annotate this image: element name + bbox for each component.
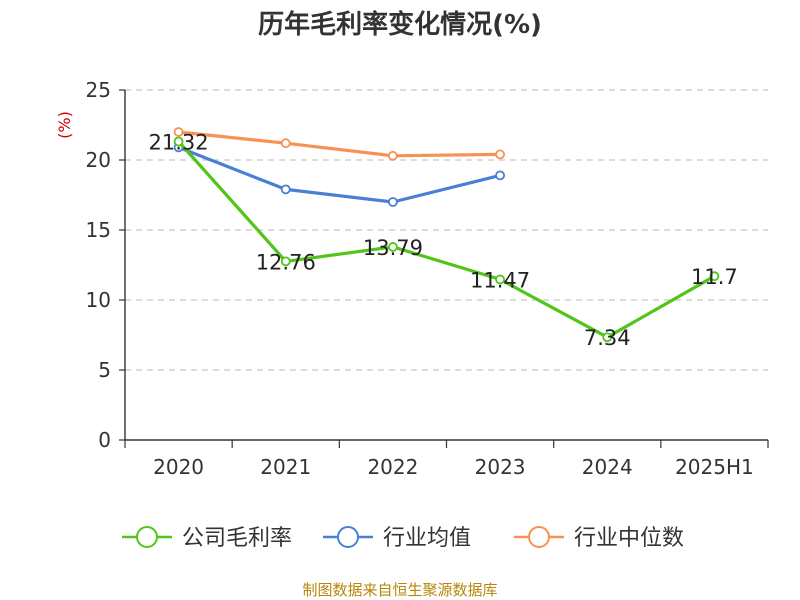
grid-lines [125, 89, 768, 371]
data-point [173, 127, 184, 137]
data-label: 12.76 [256, 250, 316, 274]
legend-item[interactable]: 行业中位数 [514, 526, 684, 551]
legend-label: 行业中位数 [574, 526, 684, 551]
y-axis-unit: (%) [55, 111, 74, 139]
chart-title: 历年毛利率变化情况(%) [258, 9, 542, 40]
x-tick-label: 2023 [475, 455, 526, 479]
x-tick-label: 2022 [367, 455, 418, 479]
y-tick-label: 5 [98, 358, 111, 382]
data-point [173, 136, 184, 147]
series-layer [173, 127, 720, 343]
data-label: 11.7 [691, 265, 738, 289]
data-point [280, 256, 291, 267]
source-note: 制图数据来自恒生聚源数据库 [302, 581, 497, 599]
legend[interactable]: 公司毛利率 行业均值 行业中位数 [122, 526, 684, 551]
axes: 0 5 10 15 20 25 2020 2021 2022 2023 2024 2025H1 [86, 78, 769, 479]
data-point [388, 242, 398, 252]
data-point [602, 332, 613, 343]
legend-marker [528, 526, 550, 548]
data-point [388, 197, 398, 207]
x-tick-label: 2025H1 [675, 455, 754, 479]
y-tick-label: 25 [86, 78, 111, 102]
data-point [495, 274, 505, 285]
data-labels: 21.32 12.76 13.79 11.47 7.34 11.7 [149, 131, 738, 351]
legend-item[interactable]: 行业均值 [323, 526, 471, 551]
data-label: 7.34 [584, 326, 631, 350]
data-point [280, 184, 291, 195]
y-tick-label: 10 [86, 288, 111, 312]
series-line [178, 130, 501, 158]
data-point [388, 150, 398, 161]
legend-label: 公司毛利率 [182, 526, 292, 551]
x-tick-label: 2024 [582, 455, 633, 479]
y-tick-label: 0 [98, 428, 111, 452]
legend-label: 行业均值 [383, 526, 471, 551]
legend-marker [337, 526, 359, 548]
data-label: 21.32 [149, 131, 209, 155]
x-tick-label: 2020 [153, 455, 204, 479]
y-tick-label: 20 [86, 148, 111, 172]
series-line [178, 145, 501, 204]
data-point [495, 170, 505, 181]
data-label: 13.79 [363, 236, 423, 260]
series-line [177, 140, 716, 339]
data-point [280, 138, 291, 149]
data-point [709, 271, 720, 282]
legend-item[interactable]: 公司毛利率 [122, 526, 292, 551]
legend-marker [136, 526, 158, 548]
data-label: 11.47 [470, 268, 530, 292]
data-point [495, 149, 505, 160]
y-tick-label: 15 [86, 218, 111, 242]
x-tick-label: 2021 [260, 455, 311, 479]
